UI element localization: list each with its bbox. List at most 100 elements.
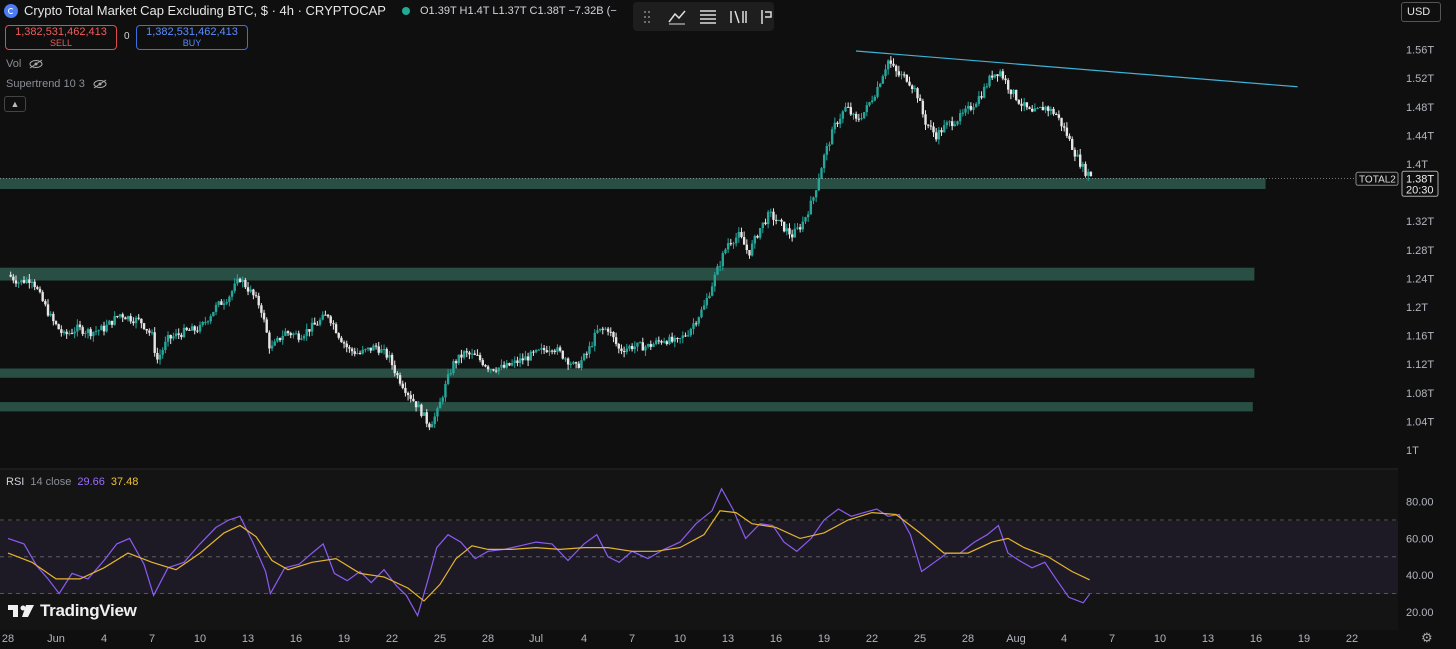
candle-up	[814, 190, 818, 198]
time-tick-label: 19	[818, 633, 830, 645]
candle-up	[1012, 89, 1015, 95]
candle-down	[254, 295, 258, 297]
candle-up	[974, 103, 978, 108]
trend-line-tool-icon[interactable]	[667, 7, 687, 27]
candle-down	[358, 352, 362, 354]
buy-button[interactable]: 1,382,531,462,413 BUY	[136, 25, 248, 50]
candle-up	[505, 363, 508, 368]
rsi-value: 29.66	[77, 476, 105, 488]
tradingview-wordmark: TradingView	[40, 601, 137, 620]
tradingview-logo[interactable]: TradingView	[8, 601, 137, 621]
collapse-legend-button[interactable]: ▲	[4, 96, 26, 112]
candle-up	[953, 124, 957, 127]
candle-up	[569, 364, 572, 366]
pattern-tool-icon[interactable]	[729, 7, 747, 27]
candle-up	[540, 348, 543, 350]
candle-down	[353, 351, 356, 354]
candle-up	[233, 283, 236, 292]
candle-up	[556, 347, 559, 352]
candle-down	[297, 333, 300, 340]
candle-up	[513, 360, 516, 363]
candle-down	[316, 324, 319, 326]
candle-down	[329, 316, 332, 324]
candle-up	[92, 331, 95, 337]
candle-down	[110, 320, 114, 325]
drag-handle-icon[interactable]	[639, 7, 655, 27]
measure-tool-icon[interactable]	[759, 7, 775, 27]
time-tick-label: 10	[674, 633, 686, 645]
candle-up	[625, 348, 628, 352]
supertrend-indicator-row[interactable]: Supertrend 10 3	[6, 78, 107, 90]
sell-button[interactable]: 1,382,531,462,413 SELL	[5, 25, 117, 50]
candle-down	[185, 327, 188, 330]
candle-down	[188, 329, 191, 331]
candle-up	[588, 346, 591, 354]
candle-up	[166, 334, 170, 342]
sell-price: 1,382,531,462,413	[15, 26, 107, 38]
candle-down	[545, 350, 548, 353]
candle-up	[446, 374, 450, 384]
candle-down	[657, 340, 660, 342]
candle-down	[542, 348, 546, 351]
price-tick-label: 1.4T	[1406, 159, 1428, 171]
candle-up	[838, 118, 842, 125]
candle-down	[265, 319, 268, 333]
candle-down	[137, 317, 140, 319]
candle-up	[828, 144, 831, 147]
vol-indicator-row[interactable]: Vol	[6, 58, 43, 70]
fib-tool-icon[interactable]	[699, 7, 717, 27]
candle-up	[212, 311, 215, 317]
candle-up	[886, 60, 890, 70]
time-tick-label: 13	[722, 633, 734, 645]
candle-up	[1087, 171, 1090, 176]
candle-up	[958, 113, 962, 122]
currency-select[interactable]: USD	[1401, 2, 1441, 22]
candle-down	[894, 65, 898, 72]
candle-up	[708, 295, 711, 299]
candle-down	[748, 250, 751, 256]
eye-hidden-icon[interactable]	[93, 79, 107, 89]
support-zone	[0, 178, 1266, 190]
candle-up	[812, 197, 815, 201]
candle-up	[209, 316, 212, 322]
candle-down	[492, 369, 495, 371]
candle-down	[486, 366, 490, 370]
candle-up	[633, 346, 636, 350]
time-tick-label: Jun	[47, 633, 65, 645]
candle-down	[78, 324, 82, 328]
settings-gear-icon[interactable]: ⚙	[1421, 630, 1433, 645]
candle-up	[686, 335, 690, 337]
candle-down	[324, 314, 327, 316]
candle-down	[1047, 106, 1050, 111]
time-tick-label: 10	[194, 633, 206, 645]
candle-up	[881, 76, 885, 84]
candle-up	[172, 336, 175, 339]
candle-up	[726, 243, 730, 250]
candle-down	[390, 354, 394, 366]
candle-down	[676, 337, 679, 339]
candle-down	[782, 221, 786, 232]
candle-up	[801, 221, 805, 230]
candle-up	[862, 112, 866, 119]
eye-hidden-icon[interactable]	[29, 59, 43, 69]
spread-value: 0	[124, 31, 130, 42]
candle-down	[428, 423, 431, 428]
rsi-legend[interactable]: RSI 14 close 29.66 37.48	[6, 476, 138, 488]
candle-up	[94, 331, 98, 333]
candle-up	[833, 122, 837, 130]
candle-down	[849, 107, 853, 115]
candle-down	[764, 222, 767, 225]
time-tick-label: Aug	[1006, 633, 1026, 645]
rsi-ma-line	[7, 510, 1090, 602]
symbol-title[interactable]: Crypto Total Market Cap Excluding BTC, $…	[24, 3, 386, 18]
time-tick-label: 7	[629, 633, 635, 645]
candle-up	[873, 96, 877, 101]
candle-up	[529, 351, 532, 361]
candle-down	[897, 71, 901, 76]
candle-down	[1063, 126, 1066, 128]
candle-up	[73, 331, 76, 334]
candle-down	[1084, 163, 1087, 176]
candle-up	[118, 314, 122, 317]
candle-up	[230, 291, 234, 297]
candle-up	[190, 326, 194, 331]
